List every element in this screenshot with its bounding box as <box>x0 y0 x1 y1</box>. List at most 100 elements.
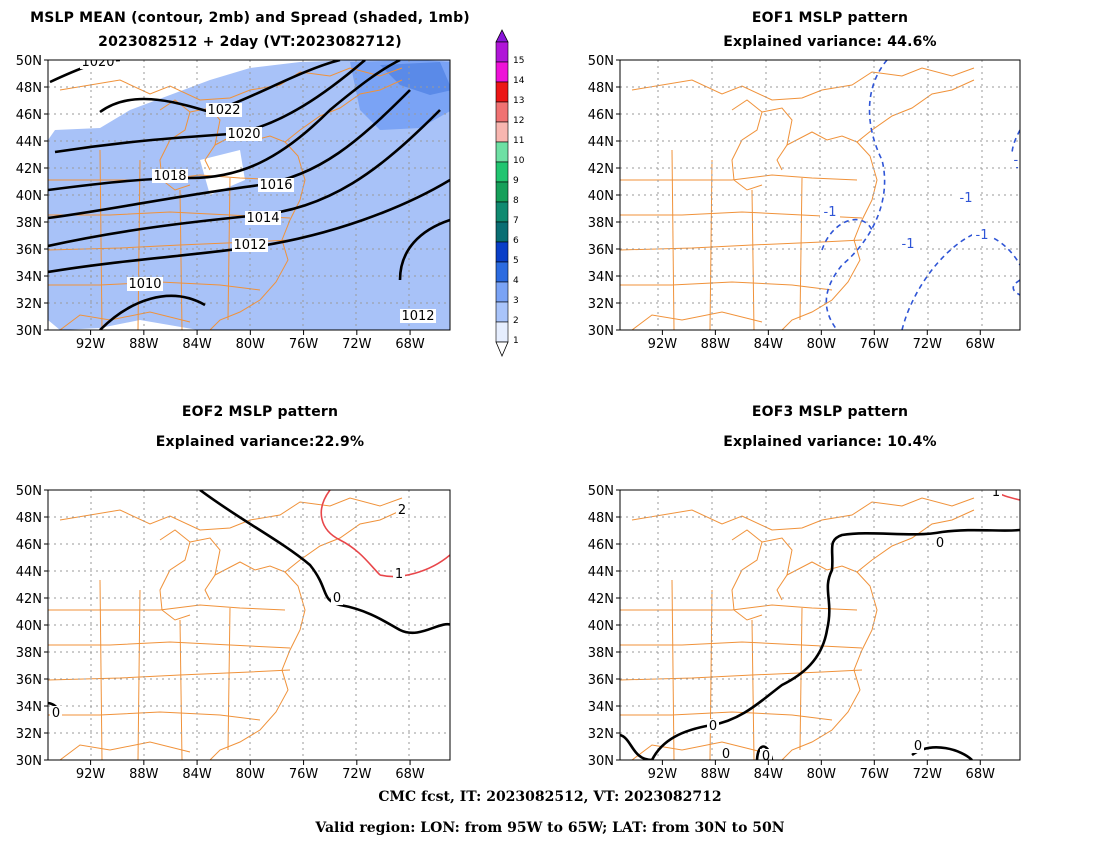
panel2-contour-label: -1 <box>960 191 973 206</box>
panel1-label-bg <box>245 211 281 225</box>
panel2-lat-label: 46N <box>588 108 614 123</box>
colorbar-level-label: 13 <box>513 96 524 106</box>
panel3-lat-label: 50N <box>16 484 42 499</box>
colorbar-swatch <box>495 281 509 303</box>
panel4-lat-label: 36N <box>588 673 614 688</box>
panel1-lat-label: 48N <box>16 81 42 96</box>
panel1-lat-label: 42N <box>16 162 42 177</box>
panel2-lat-label: 32N <box>588 297 614 312</box>
panel3-lat-label: 38N <box>16 646 42 661</box>
panel1-label-bg <box>258 178 294 192</box>
colorbar-swatch <box>495 81 509 103</box>
panel1-title: MSLP MEAN (contour, 2mb) and Spread (sha… <box>30 10 470 26</box>
panel3-contour-label: 0 <box>333 591 341 606</box>
panel1-lat-label: 46N <box>16 108 42 123</box>
panel3-lon-label: 88W <box>129 767 159 780</box>
panel4-lat-label: 34N <box>588 700 614 715</box>
panel2-contour-label: -1 <box>902 237 915 252</box>
colorbar-swatch <box>495 221 509 243</box>
panel1-lat-label: 50N <box>16 54 42 69</box>
panel4-label-bg <box>760 749 772 760</box>
panel1-contour-label: 1022 <box>207 103 240 118</box>
panel4-lat-label: 30N <box>588 754 614 769</box>
panel2-lat-label: 40N <box>588 189 614 204</box>
colorbar-level-label: 11 <box>513 136 524 146</box>
panel1-contour-label: 1010 <box>128 277 161 292</box>
colorbar-swatch <box>495 41 509 63</box>
panel4-lon-label: 92W <box>648 767 678 780</box>
panel1-label-bg <box>127 277 163 291</box>
panel2-label-bg <box>898 237 918 251</box>
panel2-title: EOF1 MSLP pattern <box>751 10 909 26</box>
panel3-subtitle: Explained variance:22.9% <box>155 434 365 450</box>
panel2-lon-label: 92W <box>648 337 678 352</box>
panel4-lat-label: 32N <box>588 727 614 742</box>
panel2-label-bg <box>956 191 976 205</box>
colorbar-level-label: 14 <box>513 76 525 86</box>
panel1-lon-label: 68W <box>395 337 425 352</box>
panel1-lat-label: 32N <box>16 297 42 312</box>
panel2-contour-label: -1 <box>1014 153 1027 168</box>
panel4-contour-label: 1 <box>992 485 1000 500</box>
panel4-lat-label: 42N <box>588 592 614 607</box>
panel3-lat-label: 30N <box>16 754 42 769</box>
panel4-lat-label: 46N <box>588 538 614 553</box>
panel2-label-bg <box>972 228 992 242</box>
panel1-lon-label: 72W <box>342 337 372 352</box>
panel1-label-bg <box>232 238 268 252</box>
colorbar-level-label: 6 <box>513 236 519 246</box>
colorbar-level-label: 8 <box>513 196 519 206</box>
panel4-label-bg <box>707 719 719 733</box>
panel4-lon-label: 84W <box>754 767 784 780</box>
colorbar-swatch <box>495 321 509 343</box>
panel4-lat-label: 38N <box>588 646 614 661</box>
panel1-lat-label: 36N <box>16 243 42 258</box>
colorbar-level-label: 3 <box>513 296 519 306</box>
panel1-label-bg <box>400 309 436 323</box>
panel4-lon-label: 80W <box>807 767 837 780</box>
panel2-lat-label: 44N <box>588 135 614 150</box>
panel3-lat-label: 36N <box>16 673 42 688</box>
panel1-contour-label: 1018 <box>153 169 186 184</box>
panel1-lat-label: 30N <box>16 324 42 339</box>
panel2-lon-label: 80W <box>807 337 837 352</box>
panel4-lon-label: 72W <box>913 767 943 780</box>
panel4-label-bg <box>990 490 1002 499</box>
panel1-label-bg <box>226 127 262 141</box>
colorbar-level-label: 15 <box>513 56 524 66</box>
panel1-label-bg <box>206 103 242 117</box>
panel3-title: EOF2 MSLP pattern <box>181 404 339 420</box>
panel2-subtitle: Explained variance: 44.6% <box>723 34 937 50</box>
panel2-label-bg <box>1010 153 1020 167</box>
panel1-lat-label: 38N <box>16 216 42 231</box>
colorbar-level-label: 9 <box>513 176 519 186</box>
colorbar-swatch <box>495 61 509 83</box>
panel4-label-bg <box>720 747 732 760</box>
panel4-contour-label: 0 <box>914 739 922 754</box>
panel2-lat-label: 50N <box>588 54 614 69</box>
panel4-title: EOF3 MSLP pattern <box>751 404 909 420</box>
panel4-lat-label: 44N <box>588 565 614 580</box>
panel4-contour-label: 0 <box>936 536 944 551</box>
colorbar-swatch <box>495 181 509 203</box>
panel2-lon-label: 76W <box>860 337 890 352</box>
panel4-lon-label: 76W <box>860 767 890 780</box>
footer-forecast-info: CMC fcst, IT: 2023082512, VT: 2023082712 <box>378 789 722 805</box>
panel4-contour-label: 0 <box>722 747 730 762</box>
panel4-map: 000 001 50N48N46N44N42N40N38N36N34N32N30N… <box>588 484 1021 780</box>
panel4-subtitle: Explained variance: 10.4% <box>723 434 937 450</box>
panel3-lat-label: 46N <box>16 538 42 553</box>
panel1-lon-label: 88W <box>129 337 159 352</box>
panel2-lat-label: 34N <box>588 270 614 285</box>
panel3-contour-label: 1 <box>395 567 403 582</box>
colorbar-level-label: 12 <box>513 116 524 126</box>
colorbar-swatch <box>495 161 509 183</box>
colorbar-level-label: 1 <box>513 336 519 346</box>
panel1-lon-label: 80W <box>236 337 266 352</box>
panel1-lon-label: 84W <box>182 337 212 352</box>
panel3-lat-label: 48N <box>16 511 42 526</box>
panel3-lat-label: 34N <box>16 700 42 715</box>
panel2-map: -1 -1 -1 -1 -1 50N 48N 46N 44N 42N 40N 38N 36N 34N 32… <box>588 54 1027 352</box>
colorbar-swatch <box>495 141 509 163</box>
panel3-lon-label: 92W <box>76 767 106 780</box>
